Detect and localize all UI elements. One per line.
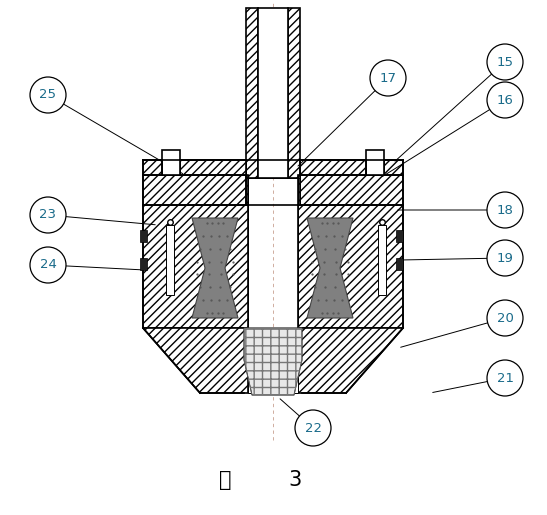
Text: 17: 17	[380, 72, 397, 84]
Text: 24: 24	[39, 259, 56, 271]
Polygon shape	[288, 8, 300, 178]
Bar	[396, 258, 403, 270]
Text: 25: 25	[39, 89, 56, 101]
Polygon shape	[143, 175, 246, 205]
Polygon shape	[384, 160, 403, 175]
Circle shape	[30, 197, 66, 233]
Circle shape	[487, 44, 523, 80]
Bar	[378, 225, 386, 295]
Bar	[166, 225, 174, 295]
Text: 22: 22	[305, 421, 322, 435]
Bar	[140, 258, 147, 270]
Polygon shape	[192, 218, 238, 318]
Circle shape	[487, 240, 523, 276]
Polygon shape	[246, 175, 248, 205]
Text: 19: 19	[497, 251, 514, 265]
Polygon shape	[300, 160, 366, 175]
Polygon shape	[248, 328, 298, 393]
Polygon shape	[143, 328, 248, 393]
Circle shape	[487, 360, 523, 396]
Polygon shape	[180, 160, 246, 175]
Text: 23: 23	[39, 209, 56, 221]
Text: 15: 15	[497, 56, 514, 68]
Polygon shape	[143, 160, 162, 175]
Circle shape	[295, 410, 331, 446]
Text: 18: 18	[497, 203, 514, 216]
Text: 20: 20	[497, 312, 514, 324]
Circle shape	[370, 60, 406, 96]
Polygon shape	[300, 175, 403, 205]
Circle shape	[30, 77, 66, 113]
Bar	[258, 8, 288, 178]
Polygon shape	[298, 175, 300, 205]
Circle shape	[487, 82, 523, 118]
Polygon shape	[246, 8, 258, 178]
Text: 图: 图	[219, 470, 231, 490]
Text: 16: 16	[497, 94, 514, 107]
Polygon shape	[143, 205, 248, 328]
Bar	[140, 230, 147, 242]
Circle shape	[487, 300, 523, 336]
Circle shape	[487, 192, 523, 228]
Text: 21: 21	[497, 371, 514, 385]
Bar	[396, 230, 403, 242]
Polygon shape	[298, 205, 403, 328]
Polygon shape	[162, 150, 180, 175]
Text: 3: 3	[288, 470, 301, 490]
Polygon shape	[298, 328, 403, 393]
Polygon shape	[307, 218, 353, 318]
Polygon shape	[244, 328, 302, 395]
Circle shape	[30, 247, 66, 283]
Polygon shape	[366, 150, 384, 175]
